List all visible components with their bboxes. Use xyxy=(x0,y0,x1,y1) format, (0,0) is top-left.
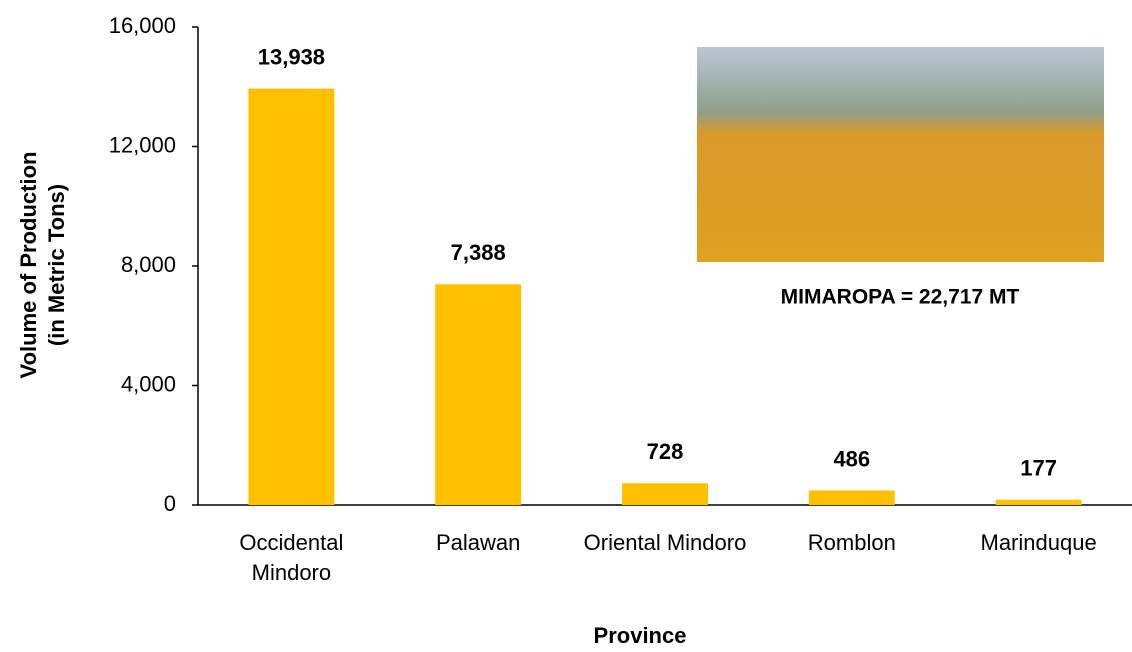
bar xyxy=(622,483,708,505)
x-tick-label: Marinduque xyxy=(980,530,1097,555)
x-tick-label: Palawan xyxy=(435,530,521,555)
y-tick-label: 4,000 xyxy=(121,371,176,396)
y-axis-title: (in Metric Tons) xyxy=(44,184,69,346)
x-tick-label: Oriental Mindoro xyxy=(583,530,747,555)
x-tick-label: Occidental Mindoro xyxy=(239,530,344,585)
y-tick-label: 0 xyxy=(164,491,176,516)
data-label: 486 xyxy=(833,446,870,471)
x-tick-label: Romblon xyxy=(807,530,896,555)
y-tick-label: 8,000 xyxy=(121,252,176,277)
y-axis-title: Volume of Production xyxy=(16,152,41,379)
bar xyxy=(248,88,335,506)
x-axis-title: Province xyxy=(594,623,687,648)
annotation: MIMAROPA = 22,717 MT xyxy=(781,286,1020,309)
y-tick-label: 12,000 xyxy=(109,132,176,157)
bar xyxy=(995,499,1082,505)
photo xyxy=(697,47,1104,262)
data-label: 13,938 xyxy=(258,44,325,69)
bar xyxy=(435,284,522,505)
data-label: 7,388 xyxy=(451,240,506,265)
data-label: 177 xyxy=(1020,456,1057,481)
y-tick-label: 16,000 xyxy=(109,13,176,38)
data-label: 728 xyxy=(647,439,684,464)
bar xyxy=(808,490,895,505)
